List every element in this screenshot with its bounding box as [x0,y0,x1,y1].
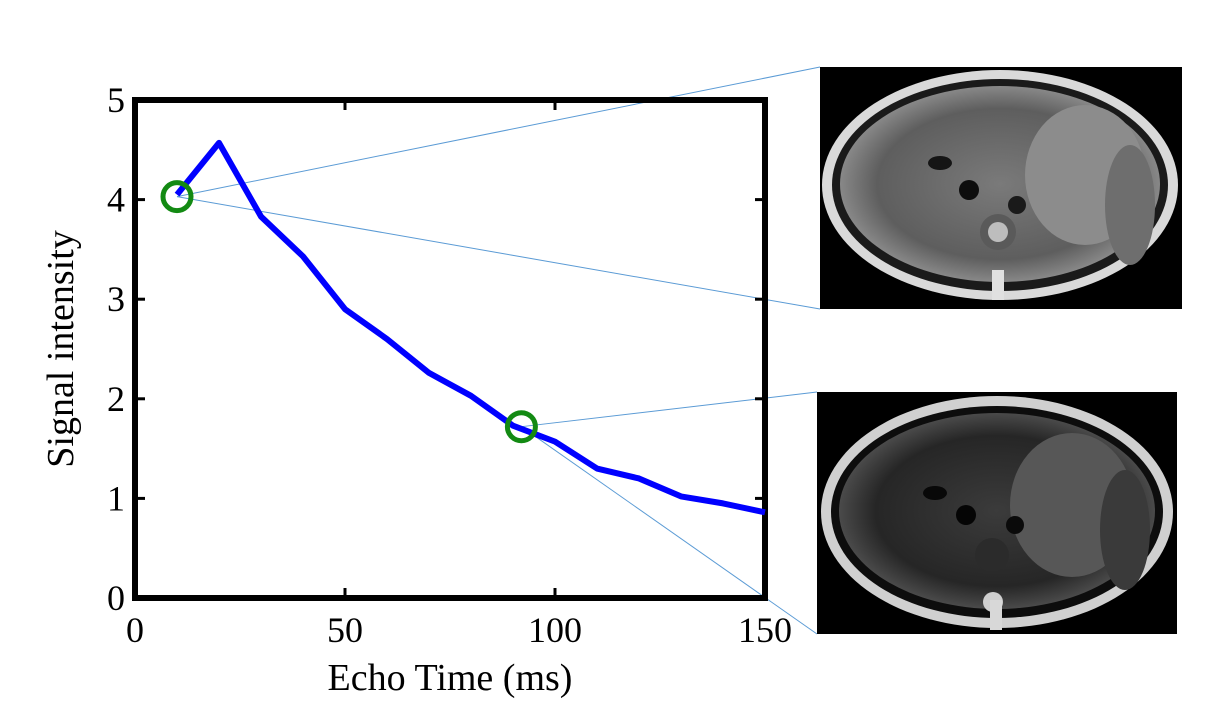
x-tick-label: 50 [327,610,363,650]
connector-line [176,66,821,198]
connector-line [521,391,818,428]
series-layer [174,139,766,516]
connector-line [176,196,821,310]
y-tick-label: 4 [107,180,125,220]
highlight-circle [160,180,194,214]
x-tick-label: 150 [738,610,792,650]
connector-lines [176,66,821,635]
connector-line [521,426,818,635]
x-axis-title: Echo Time (ms) [328,657,573,699]
mri-image-early-echo [820,67,1182,309]
axis-ticks: 0 50 100 150 0 1 2 3 4 5 [107,80,792,650]
x-tick-label: 0 [126,610,144,650]
highlight-markers [160,180,538,444]
y-tick-label: 5 [107,80,125,120]
y-axis-title: Signal intensity [40,230,82,468]
y-tick-label: 3 [107,279,125,319]
y-tick-label: 2 [107,379,125,419]
x-tick-label: 100 [528,610,582,650]
y-tick-label: 1 [107,478,125,518]
plot-frame [132,97,768,601]
y-tick-label: 0 [107,578,125,618]
highlight-circle [504,410,538,444]
series-line [174,139,766,516]
mri-image-late-echo [817,392,1177,634]
